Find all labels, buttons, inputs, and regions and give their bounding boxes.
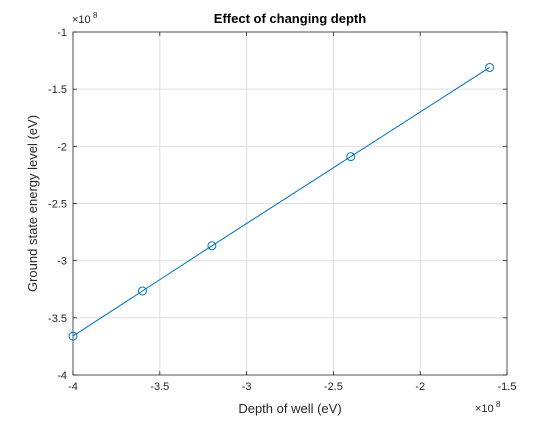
- grid: [73, 32, 507, 375]
- x-exponent-power: 8: [496, 400, 501, 409]
- x-tick-label: -2.5: [324, 381, 343, 393]
- x-tick-label: -4: [68, 381, 78, 393]
- series-line: [72, 66, 490, 337]
- x-axis-label: Depth of well (eV): [238, 401, 341, 416]
- x-tick-label: -1.5: [498, 381, 517, 393]
- y-exponent-power: 8: [93, 11, 98, 20]
- y-tick-label: -1.5: [48, 84, 67, 96]
- data-point-marker: [137, 286, 147, 296]
- data-point-marker: [485, 62, 495, 72]
- y-ticks: -4 -3.5 -3 -2.5 -2 -1.5 -1: [48, 27, 507, 382]
- x-ticks: -4 -3.5 -3 -2.5 -2 -1.5: [68, 32, 516, 393]
- data-point-marker: [68, 331, 78, 341]
- x-tick-label: -3: [242, 381, 252, 393]
- series: [68, 62, 495, 341]
- y-tick-label: -3.5: [48, 313, 67, 325]
- y-tick-label: -2.5: [48, 199, 67, 211]
- x-tick-label: -3.5: [150, 381, 169, 393]
- y-tick-label: -4: [57, 370, 67, 382]
- y-tick-label: -3: [57, 256, 67, 268]
- y-exponent-base: ×10: [72, 14, 91, 26]
- x-tick-label: -2: [415, 381, 425, 393]
- y-axis-label: Ground state energy level (eV): [25, 115, 40, 292]
- data-point-marker: [346, 152, 356, 162]
- chart-title: Effect of changing depth: [214, 11, 366, 26]
- y-tick-label: -2: [57, 141, 67, 153]
- y-exponent: ×10 8: [72, 11, 98, 26]
- x-exponent-base: ×10: [475, 403, 494, 415]
- y-tick-label: -1: [57, 27, 67, 39]
- x-exponent: ×10 8: [475, 400, 501, 415]
- data-point-marker: [207, 241, 217, 251]
